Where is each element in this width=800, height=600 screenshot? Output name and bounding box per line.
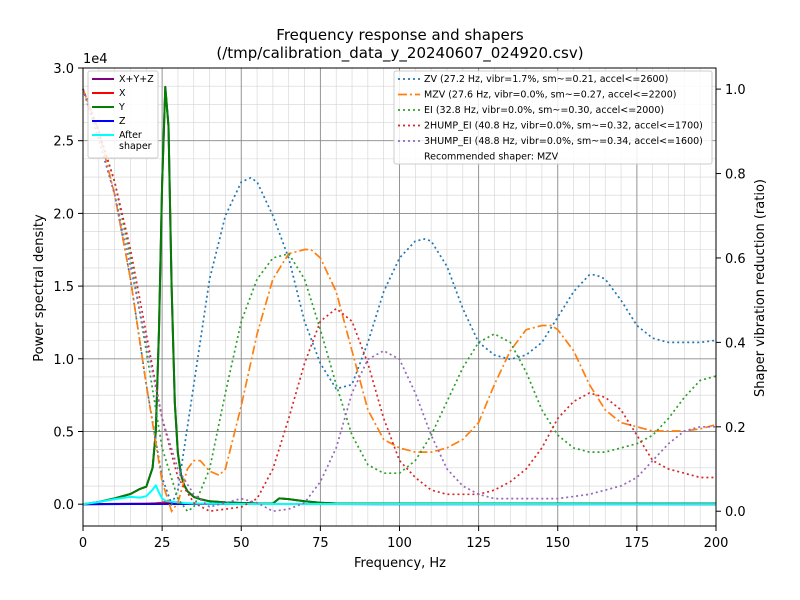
psd-legend-label: X [119, 88, 126, 99]
x-tick-label: 25 [154, 536, 171, 551]
psd-series-line [82, 484, 717, 506]
shaper-legend-label: EI (32.8 Hz, vibr=0.0%, sm~=0.30, accel<… [424, 105, 664, 116]
x-tick-label: 175 [624, 536, 649, 551]
shaper-series-line [82, 88, 717, 513]
shaper-series-line [82, 88, 716, 513]
y2-tick-label: 0.8 [725, 168, 746, 183]
y-tick-label: 2.5 [53, 135, 74, 150]
x-axis-label: Frequency, Hz [354, 556, 446, 571]
shaper-series-line [82, 88, 716, 513]
shaper-series-layer [82, 88, 717, 514]
shaper-legend-box [393, 70, 713, 165]
y-tick-label: 2.0 [53, 207, 74, 222]
psd-legend-label: Z [119, 116, 126, 127]
psd-legend-label: X+Y+Z [119, 74, 154, 85]
y2-tick-label: 0.0 [725, 505, 746, 520]
x-tick-label: 0 [79, 536, 87, 551]
y-offset-label: 1e4 [83, 52, 108, 67]
y-axis-label: Power spectral density [32, 214, 47, 362]
axes: 0 25 50 75 100 125 150 175 200 0.0 0.5 1.0 1.5 2.0 2.5… [53, 62, 745, 551]
y2-tick-label: 0.2 [725, 421, 746, 436]
y-tick-label: 1.0 [53, 353, 74, 368]
psd-legend-label: After [119, 130, 142, 141]
shaper-legend-label: 2HUMP_EI (40.8 Hz, vibr=0.0%, sm~=0.32, … [424, 121, 703, 132]
y-tick-label: 3.0 [53, 62, 74, 77]
x-tick-label: 50 [233, 536, 250, 551]
psd-series-line [82, 85, 716, 506]
shaper-legend-label: ZV (27.2 Hz, vibr=1.7%, sm~=0.21, accel<… [424, 74, 668, 85]
y2-tick-label: 0.4 [725, 336, 746, 351]
x-tick-label: 125 [466, 536, 491, 551]
shaper-legend: ZV (27.2 Hz, vibr=1.7%, sm~=0.21, accel<… [393, 70, 713, 165]
shaper-legend-label: MZV (27.6 Hz, vibr=0.0%, sm~=0.27, accel… [424, 90, 676, 101]
y-tick-label: 0.5 [53, 425, 74, 440]
x-tick-label: 100 [387, 536, 412, 551]
y-tick-label: 0.0 [53, 498, 74, 513]
y2-tick-label: 0.6 [725, 252, 746, 267]
y2-tick-label: 1.0 [725, 83, 746, 98]
psd-series-layer [82, 85, 717, 506]
x-tick-label: 150 [545, 536, 570, 551]
shaper-series-line [82, 88, 717, 514]
x-tick-label: 200 [704, 536, 729, 551]
chart-subtitle: (/tmp/calibration_data_y_20240607_024920… [216, 44, 583, 63]
shaper-series-line [82, 88, 717, 507]
recommended-shaper-text: Recommended shaper: MZV [424, 152, 559, 163]
shaper-legend-label: 3HUMP_EI (48.8 Hz, vibr=0.0%, sm~=0.34, … [424, 136, 703, 147]
psd-legend-label: Y [118, 102, 125, 113]
y-tick-label: 1.5 [53, 280, 74, 295]
y2-axis-label: Shaper vibration reduction (ratio) [753, 179, 768, 397]
psd-legend-label: shaper [119, 141, 152, 152]
chart-title: Frequency response and shapers [276, 26, 524, 44]
x-tick-label: 75 [312, 536, 329, 551]
